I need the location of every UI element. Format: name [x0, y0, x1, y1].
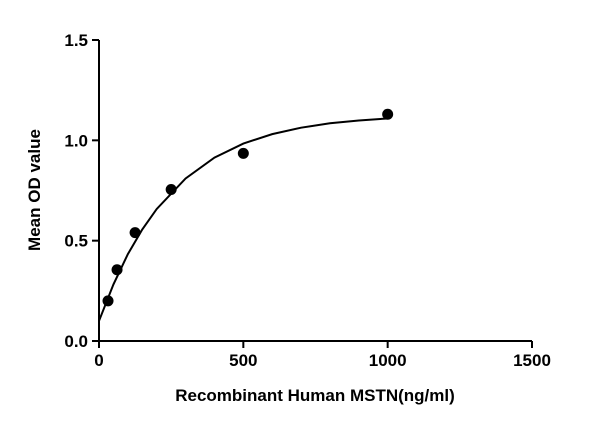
data-point — [165, 183, 177, 195]
x-tick-label: 0 — [94, 351, 103, 370]
x-tick-label: 1000 — [369, 351, 407, 370]
data-point — [111, 264, 123, 276]
x-tick-label: 1500 — [513, 351, 551, 370]
y-tick-label: 0.0 — [64, 332, 88, 351]
x-axis-label: Recombinant Human MSTN(ng/ml) — [175, 386, 455, 405]
data-point — [102, 295, 114, 307]
fit-curve — [98, 117, 388, 322]
x-tick-label: 500 — [229, 351, 257, 370]
y-tick-label: 1.0 — [64, 131, 88, 150]
data-point — [237, 147, 249, 159]
y-tick-label: 1.5 — [64, 31, 88, 50]
y-axis-label: Mean OD value — [25, 129, 44, 251]
y-tick-label: 0.5 — [64, 232, 88, 251]
data-point — [382, 108, 394, 120]
data-point — [129, 227, 141, 239]
